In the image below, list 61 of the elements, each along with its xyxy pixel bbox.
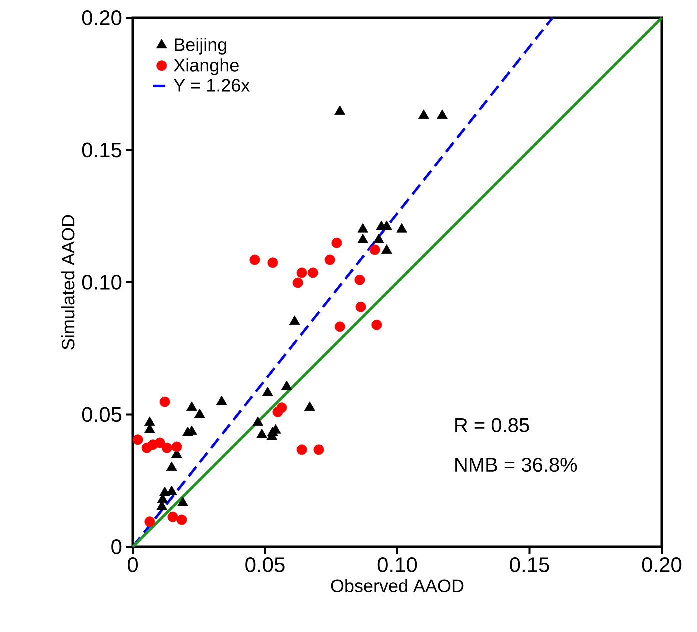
point [282,380,292,390]
point [334,106,346,116]
x-axis-title: Observed AAOD [331,579,464,592]
point [194,408,206,418]
x-tick-label: 0.10 [378,558,418,572]
point [160,396,170,408]
point [356,302,366,312]
point [324,254,336,266]
point [132,434,144,446]
point [418,110,430,120]
point [216,396,228,406]
point [374,234,384,244]
annotation: NMB = 36.8% [456,458,578,472]
y-tick-label: 0.20 [82,10,122,26]
annotation: R = 0.85 [456,418,530,432]
point [370,244,380,256]
x-tick-label: 0.20 [642,558,682,572]
x-tick-label: 0.05 [246,558,285,572]
point [289,316,300,326]
point [396,223,408,233]
point [168,512,178,522]
point [308,268,318,278]
point [166,462,178,472]
y-tick-label: 0 [112,540,122,554]
point [292,278,304,288]
point [358,234,369,244]
point [358,223,369,233]
point [172,442,182,452]
y-tick-label: 0.10 [82,275,122,290]
point [262,386,274,396]
point [334,322,346,332]
legend-label: Beijing [175,38,226,55]
point [144,516,156,528]
point [154,438,166,448]
y-tick-label: 0.05 [82,407,122,422]
legend-label: Xianghe [174,58,239,76]
point [186,402,198,412]
point [252,416,264,426]
point [304,402,316,412]
point [332,238,342,248]
point [178,496,188,506]
point [382,244,392,254]
point [314,444,324,456]
point [162,442,172,454]
point [268,258,278,268]
point [437,110,448,120]
point [354,274,366,286]
point [296,444,308,456]
y-tick-label: 0.15 [82,142,122,158]
point [276,402,288,414]
x-tick-label: 0.15 [510,558,550,572]
point [256,428,268,438]
point [296,268,308,278]
point [250,254,260,266]
point [372,320,382,330]
x-tick-label: 0 [128,558,138,572]
point [144,416,156,426]
legend-label: Y = 1.26x [174,79,250,92]
point [382,220,392,230]
point [176,514,188,526]
y-axis-title: Simulated AAOD [62,215,75,350]
